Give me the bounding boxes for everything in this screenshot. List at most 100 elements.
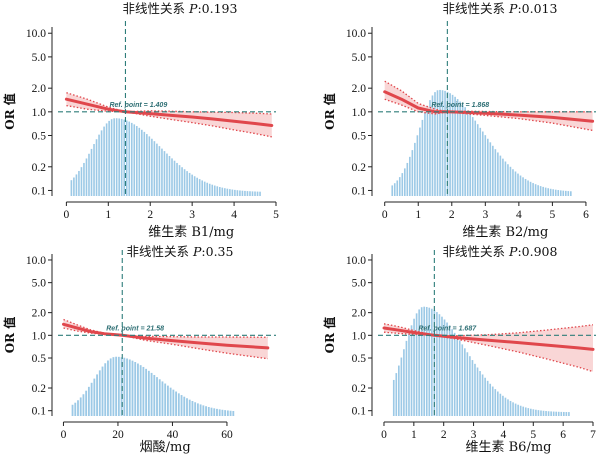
histogram-bar [517,404,519,416]
histogram-bar [158,379,161,416]
x-tick-label: 4 [231,209,237,221]
histogram-bar [234,189,236,196]
histogram-bar [82,394,85,416]
histogram-bar [562,190,565,196]
chart-title-prefix: 非线性关系 [127,244,193,259]
histogram-bar [458,340,461,416]
histogram-bar [436,90,439,196]
x-tick-label: 20 [112,429,124,441]
histogram-bar [173,160,176,196]
histogram-bar [153,374,156,416]
histogram-bar [426,105,429,196]
histogram-bar [120,118,123,196]
y-tick-label: 5.0 [32,278,47,290]
histogram-bar [428,307,431,416]
histogram-bar [419,127,421,196]
ref-point-label: Ref. point = 21.58 [106,325,164,332]
ref-point-label: Ref. point = 1.409 [109,102,167,109]
histogram-bar [568,412,570,416]
histogram-bar [98,134,100,196]
histogram-bar [453,332,456,416]
chart-title-p: P [508,1,518,16]
chart-panel-2: Ref. point = 1.868 0.1 0.2 0.5 1.0 2.0 5.0 10.0… [322,1,596,240]
histogram-bar [213,408,216,416]
histogram-bar [429,100,431,196]
histogram-bar [423,306,426,416]
histogram-bar [183,169,186,196]
x-tick-label: 1 [411,429,417,441]
histogram-bar [191,174,193,196]
histogram-bar [461,104,464,196]
histogram-bar [436,312,438,416]
ref-point-label: Ref. point = 1.868 [431,102,489,109]
histogram-bar [448,325,451,416]
histogram-bar [522,406,525,416]
histogram-bar [532,183,534,196]
histogram-bar [524,407,527,416]
histogram-bar [109,358,112,416]
histogram-bar [172,389,175,416]
histogram-bar [221,187,224,196]
histogram-bar [147,370,150,416]
histogram-bar [494,149,497,196]
histogram-bar [196,403,199,416]
histogram-bar [491,386,494,416]
x-tick-label: 0 [381,429,387,441]
chart-title-value: :0.908 [517,244,557,259]
histogram-bar [169,387,172,416]
histogram-bar [565,412,568,416]
histogram-bar [213,185,216,196]
histogram-bar [441,316,443,416]
x-axis-label: 维生素 B1/mg [148,225,234,240]
histogram-bar [559,190,562,196]
histogram-bar [474,363,476,416]
histogram-bar [205,406,207,416]
histogram-bar [466,352,469,416]
y-tick-label: 5.0 [352,52,367,64]
histogram-bar [134,362,137,416]
histogram-bar [441,90,444,196]
histogram-bar [256,191,259,196]
histogram-bar [229,189,231,196]
histogram-bar [208,183,211,196]
histogram-bar [415,313,418,416]
histogram-bar [224,188,226,196]
histogram-bar [107,360,109,416]
histogram-bar [466,110,469,196]
histogram-bar [555,411,558,416]
histogram-bar [71,404,74,416]
histogram-bar [175,391,177,416]
x-tick-label: 3 [482,209,488,221]
chart-title: 非线性关系 P:0.35 [127,244,234,259]
histogram-bar [438,314,441,416]
x-tick-label: 3 [189,209,195,221]
or-curve [382,326,595,351]
histogram-bar [424,112,426,196]
histogram-bar [398,365,400,416]
y-tick-label: 0.1 [32,185,47,197]
y-tick-label: 0.2 [352,162,367,174]
histogram-bar [540,410,542,416]
histogram-bar [123,357,126,416]
histogram-bar [96,374,98,416]
histogram-bar [421,119,424,196]
histogram-bar [231,189,234,196]
histogram-bar [416,135,419,196]
histogram-bar [512,402,514,416]
histogram-bar [176,162,178,196]
y-tick-label: 0.5 [32,131,47,143]
histogram-bar [128,359,131,416]
histogram-bar [79,397,82,416]
histogram-bar [434,92,436,196]
histogram-bar [451,94,454,196]
histogram-bar [479,371,481,416]
histogram-bar [193,176,196,196]
histogram-bar [246,191,249,196]
histogram-bar [570,191,572,196]
histogram-bar [409,156,411,196]
histogram-bar [554,189,557,196]
histogram-bar [74,402,77,416]
histogram-bar [211,184,214,196]
histogram-bar [161,148,163,196]
